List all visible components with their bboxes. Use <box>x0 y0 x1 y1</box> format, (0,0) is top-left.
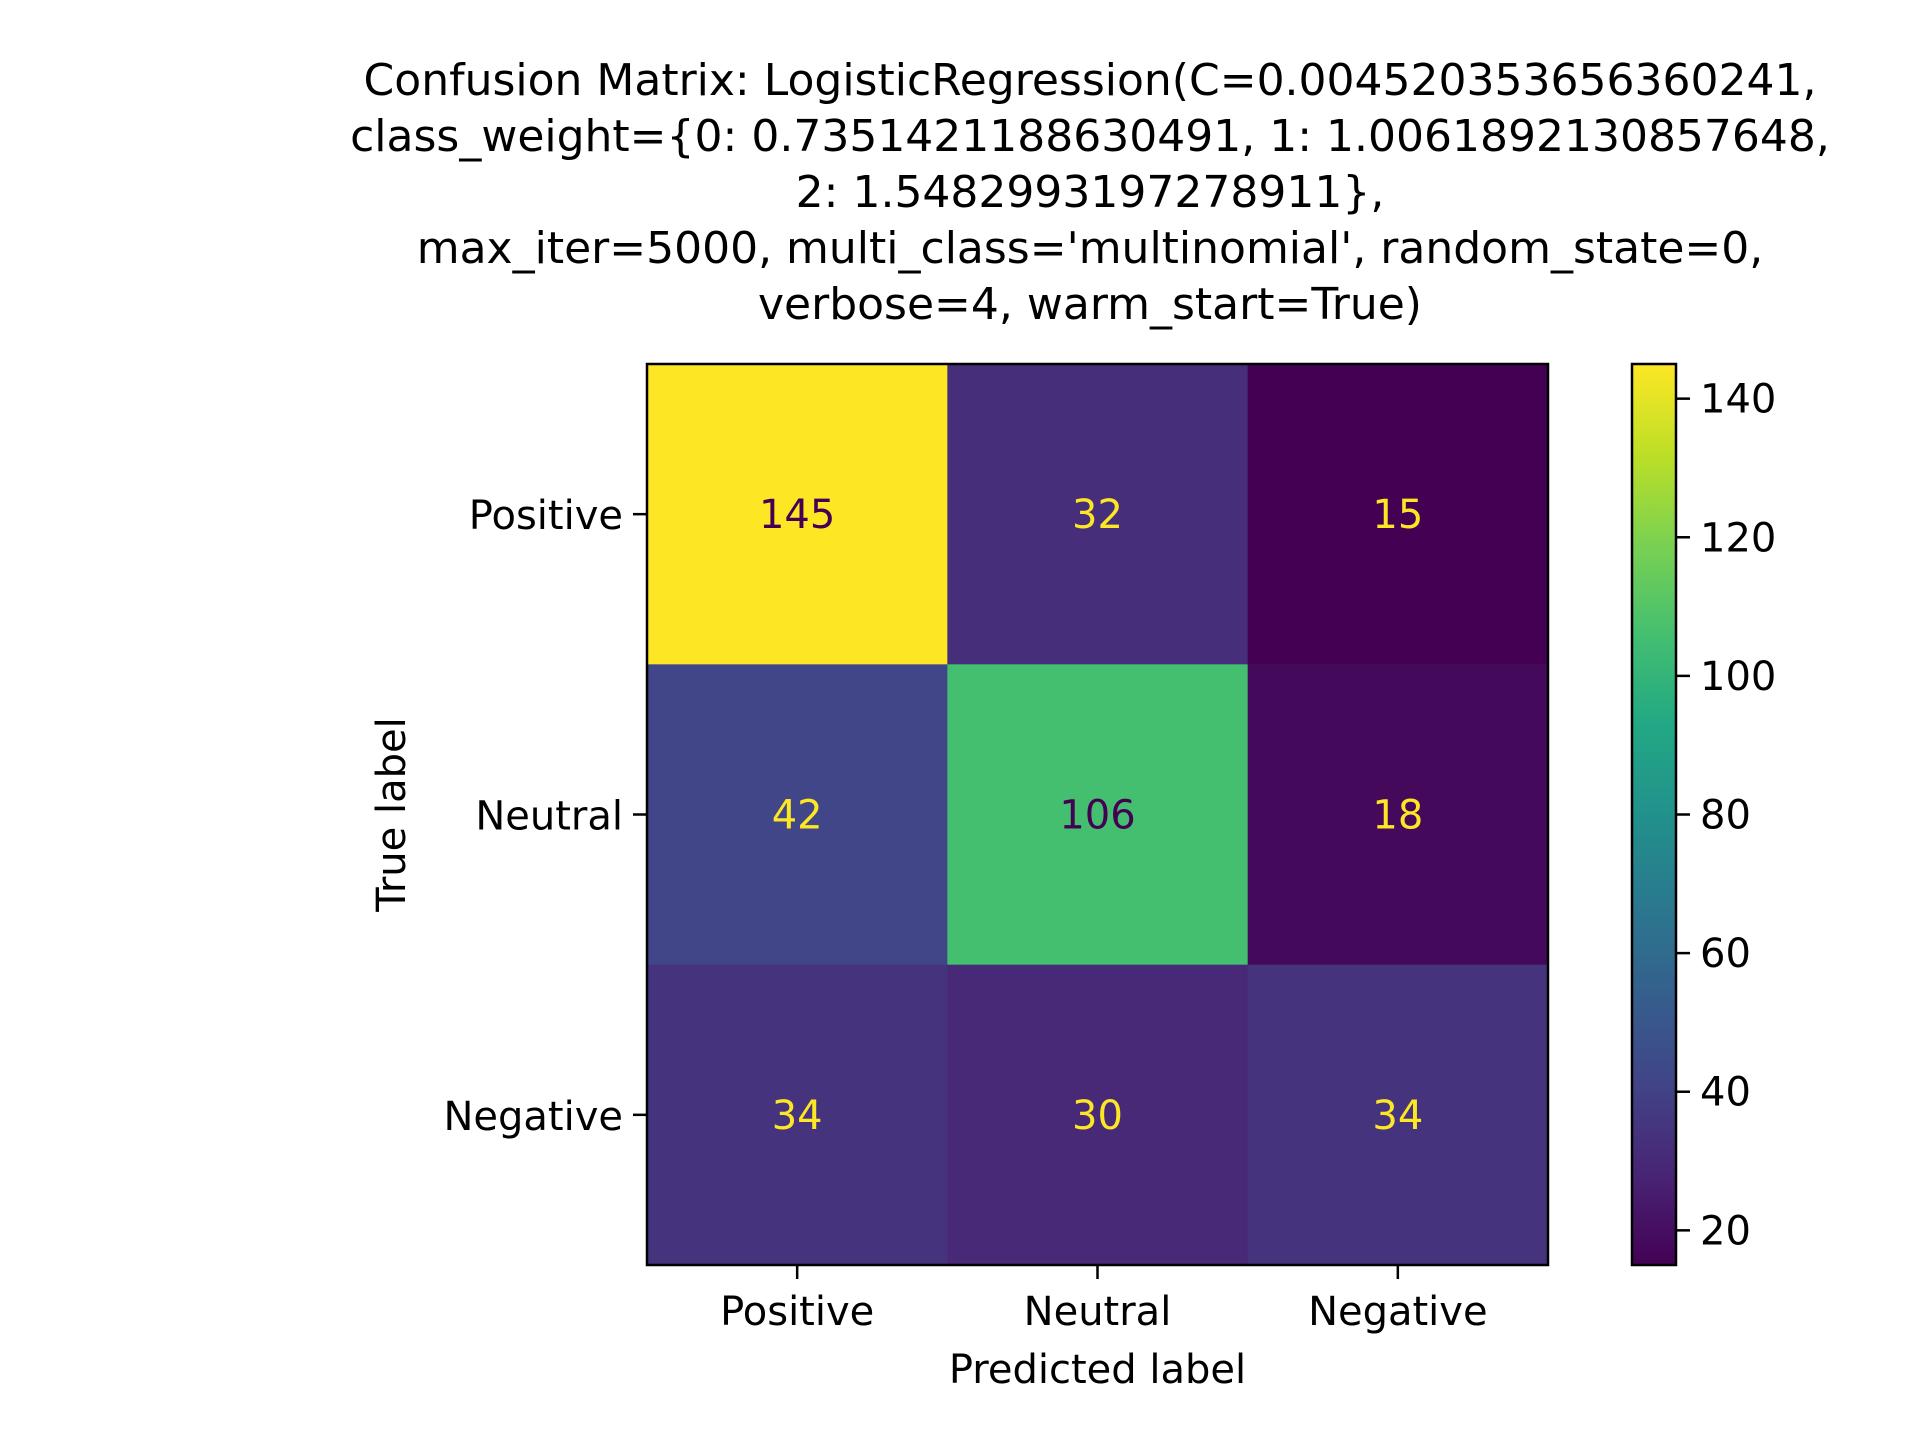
y-tick-label: Positive <box>469 493 623 539</box>
colorbar-tick-label: 120 <box>1700 515 1776 561</box>
x-axis-ticks: Positive Neutral Negative <box>720 1265 1488 1335</box>
matrix-cell-value: 34 <box>1372 1093 1423 1139</box>
y-axis-ticks: Positive Neutral Negative <box>443 493 647 1140</box>
matrix-cell-value: 34 <box>772 1093 823 1139</box>
matrix-cell <box>947 364 1249 665</box>
matrix-cell <box>947 664 1249 966</box>
colorbar-tick-label: 100 <box>1700 654 1776 700</box>
y-tick-label: Neutral <box>475 794 623 840</box>
colorbar-tick-label: 20 <box>1700 1208 1751 1254</box>
colorbar-tick-label: 140 <box>1700 377 1776 423</box>
matrix-cell <box>647 964 948 1266</box>
matrix-cell <box>647 364 948 665</box>
matrix-cell-value: 106 <box>1059 793 1135 839</box>
matrix-cell-value: 15 <box>1372 492 1423 538</box>
matrix-cell-labels: 145 32 15 42 106 18 34 30 34 <box>759 492 1423 1139</box>
x-tick-label: Negative <box>1308 1289 1488 1335</box>
x-axis-label: Predicted label <box>949 1347 1246 1393</box>
chart-title: Confusion Matrix: LogisticRegression(C=0… <box>350 55 1830 330</box>
colorbar <box>1630 362 1678 1267</box>
matrix-cells <box>647 364 1549 1266</box>
title-line-5: verbose=4, warm_start=True) <box>758 279 1422 330</box>
title-line-4: max_iter=5000, multi_class='multinomial'… <box>417 223 1764 274</box>
matrix-cell <box>1247 964 1549 1266</box>
matrix-cell-value: 145 <box>759 492 835 538</box>
matrix-cell <box>947 964 1249 1266</box>
matrix-cell <box>1247 364 1549 665</box>
title-line-2: class_weight={0: 0.7351421188630491, 1: … <box>350 111 1830 162</box>
matrix-cell-value: 42 <box>772 793 823 839</box>
colorbar-tick-label: 80 <box>1700 793 1751 839</box>
matrix-cell-value: 18 <box>1372 793 1423 839</box>
colorbar-tick-label: 60 <box>1700 931 1751 977</box>
colorbar-ticks: 20 40 60 80 100 120 140 <box>1676 377 1776 1254</box>
matrix-cell-value: 30 <box>1072 1093 1123 1139</box>
y-tick-label: Negative <box>443 1094 623 1140</box>
matrix-cell <box>647 664 948 966</box>
x-tick-label: Positive <box>720 1289 874 1335</box>
y-axis-label: True label <box>369 717 415 912</box>
title-line-1: Confusion Matrix: LogisticRegression(C=0… <box>364 55 1817 106</box>
matrix-cell-value: 32 <box>1072 492 1123 538</box>
title-line-3: 2: 1.5482993197278911}, <box>796 167 1385 218</box>
matrix-cell <box>1247 664 1549 966</box>
x-tick-label: Neutral <box>1024 1289 1172 1335</box>
colorbar-tick-label: 40 <box>1700 1070 1751 1116</box>
